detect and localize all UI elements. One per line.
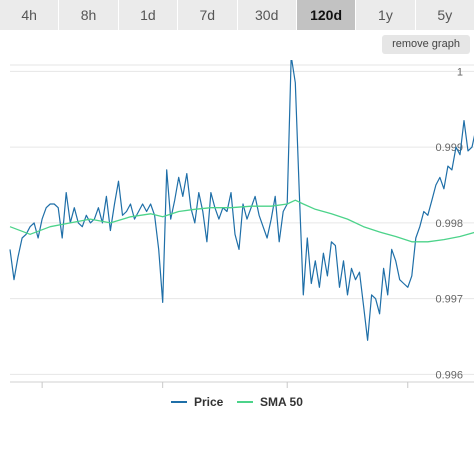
sma-series-line <box>9 199 474 243</box>
tab-30d[interactable]: 30d <box>237 0 297 30</box>
tab-1d[interactable]: 1d <box>118 0 179 30</box>
y-tick-label: 0.997 <box>435 294 463 306</box>
sma-line-swatch-icon <box>237 401 253 403</box>
price-line-swatch-icon <box>171 401 187 403</box>
tab-5y[interactable]: 5y <box>415 0 474 30</box>
legend-item-sma[interactable]: SMA 50 <box>237 392 303 412</box>
y-tick-label: 0.996 <box>435 369 463 381</box>
y-tick-label: 0.999 <box>435 142 463 154</box>
y-tick-label: 1 <box>457 66 463 78</box>
chart-legend: Price SMA 50 <box>0 392 474 412</box>
remove-graph-button[interactable]: remove graph <box>382 35 470 54</box>
tab-4h[interactable]: 4h <box>0 0 60 30</box>
legend-label-sma: SMA 50 <box>260 395 303 409</box>
tab-120d[interactable]: 120d <box>296 0 357 30</box>
timeframe-tabs: 4h 8h 1d 7d 30d 120d 1y 5y <box>0 0 474 30</box>
legend-item-price[interactable]: Price <box>171 392 223 412</box>
tab-8h[interactable]: 8h <box>59 0 119 30</box>
tab-7d[interactable]: 7d <box>178 0 238 30</box>
tab-1y[interactable]: 1y <box>356 0 416 30</box>
price-series-line <box>9 60 474 341</box>
y-tick-label: 0.998 <box>435 218 463 230</box>
legend-label-price: Price <box>194 395 224 409</box>
